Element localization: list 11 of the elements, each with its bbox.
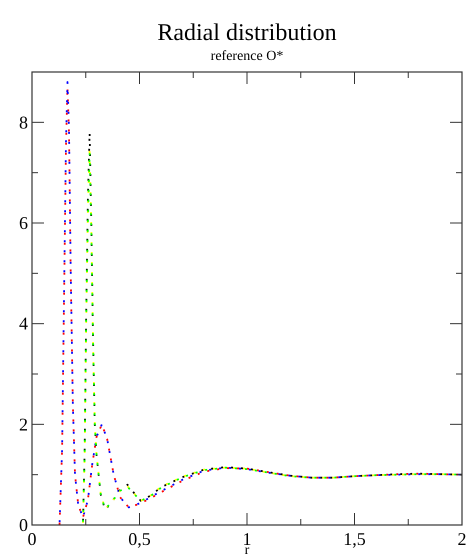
y-tick-label: 2 — [19, 414, 28, 434]
y-tick-label: 4 — [19, 314, 28, 334]
y-tick-label: 8 — [19, 112, 28, 132]
y-tick-label: 6 — [19, 213, 28, 233]
chart-title: Radial distribution — [157, 20, 337, 46]
x-tick-label: 2 — [458, 529, 466, 549]
x-tick-label: 1,5 — [343, 529, 366, 549]
y-tick-label: 0 — [19, 515, 28, 535]
x-tick-label: 0,5 — [128, 529, 151, 549]
x-tick-label: 1 — [242, 529, 252, 549]
chart-subtitle: reference O* — [210, 49, 284, 64]
